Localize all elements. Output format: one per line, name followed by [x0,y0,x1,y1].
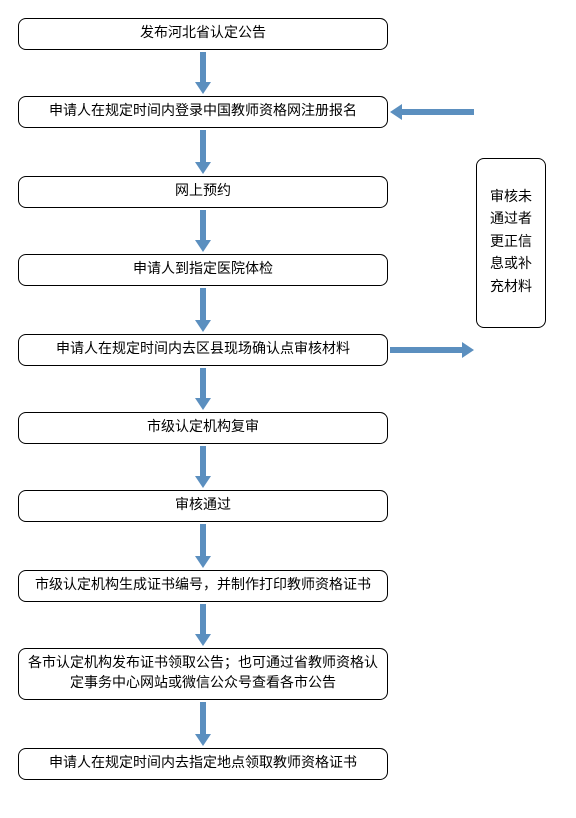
node-label: 各市认定机构发布证书领取公告；也可通过省教师资格认定事务中心网站或微信公众号查看… [27,654,379,693]
arrow-down-icon [197,702,209,746]
arrow-left-icon [390,106,474,118]
node-pickup-cert: 申请人在规定时间内去指定地点领取教师资格证书 [18,748,388,780]
arrow-down-icon [197,604,209,646]
node-certificate-gen: 市级认定机构生成证书编号，并制作打印教师资格证书 [18,570,388,602]
node-label: 申请人在规定时间内登录中国教师资格网注册报名 [49,102,357,122]
node-physical-exam: 申请人到指定医院体检 [18,254,388,286]
node-label: 审核通过 [175,496,231,516]
node-cert-announce: 各市认定机构发布证书领取公告；也可通过省教师资格认定事务中心网站或微信公众号查看… [18,648,388,700]
node-material-review: 申请人在规定时间内去区县现场确认点审核材料 [18,334,388,366]
arrow-down-icon [197,130,209,174]
node-label: 申请人在规定时间内去区县现场确认点审核材料 [56,340,350,360]
arrow-down-icon [197,52,209,94]
arrow-down-icon [197,210,209,252]
node-label: 市级认定机构复审 [147,418,259,438]
node-register: 申请人在规定时间内登录中国教师资格网注册报名 [18,96,388,128]
arrow-right-icon [390,344,474,356]
node-label: 审核未通过者更正信息或补充材料 [489,187,534,299]
arrow-down-icon [197,524,209,568]
node-label: 申请人到指定医院体检 [133,260,273,280]
flowchart: 发布河北省认定公告 申请人在规定时间内登录中国教师资格网注册报名 网上预约 申请… [18,18,558,800]
node-review-pass: 审核通过 [18,490,388,522]
arrow-down-icon [197,368,209,410]
arrow-down-icon [197,446,209,488]
node-book-online: 网上预约 [18,176,388,208]
node-fail-correction: 审核未通过者更正信息或补充材料 [476,158,546,328]
node-announce: 发布河北省认定公告 [18,18,388,50]
arrow-down-icon [197,288,209,332]
node-label: 市级认定机构生成证书编号，并制作打印教师资格证书 [35,576,371,596]
node-city-review: 市级认定机构复审 [18,412,388,444]
node-label: 网上预约 [175,182,231,202]
node-label: 申请人在规定时间内去指定地点领取教师资格证书 [49,754,357,774]
node-label: 发布河北省认定公告 [140,24,266,44]
